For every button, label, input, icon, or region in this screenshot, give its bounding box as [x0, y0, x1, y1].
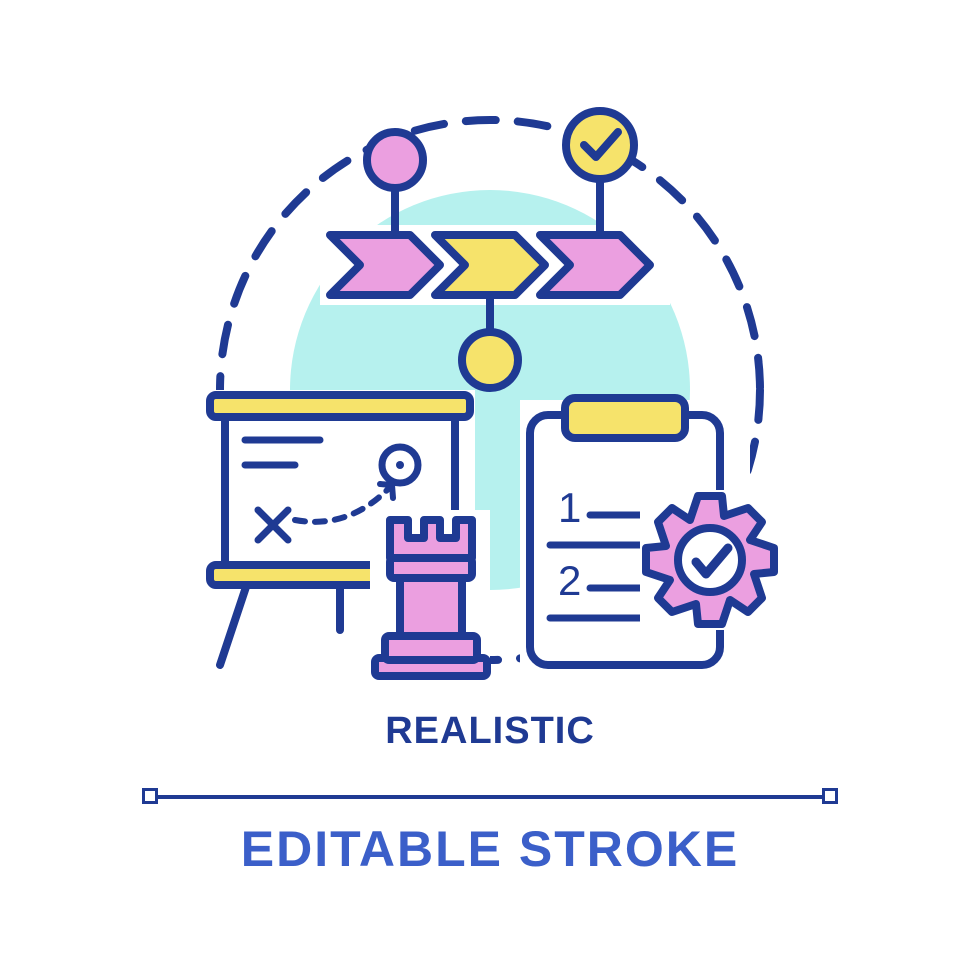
chess-rook-icon [370, 510, 490, 680]
rule-cap-right [822, 788, 838, 804]
rule-cap-left [142, 788, 158, 804]
subtitle-label: EDITABLE STROKE [0, 820, 980, 878]
title-label: REALISTIC [0, 710, 980, 753]
clipboard-num-1: 1 [558, 484, 581, 531]
gear-check-icon [640, 490, 780, 630]
progress-arrows [330, 235, 650, 295]
clipboard-num-2: 2 [558, 557, 581, 604]
infographic-canvas: 1 2 REALISTIC EDITAB [0, 0, 980, 980]
concept-icon: 1 2 [0, 0, 980, 700]
divider-rule [150, 786, 830, 806]
